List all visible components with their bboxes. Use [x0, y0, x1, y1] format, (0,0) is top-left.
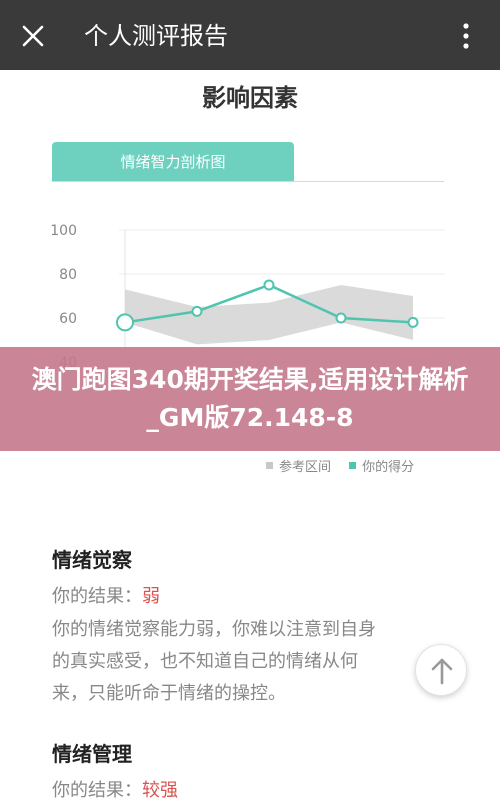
data-point: [263, 279, 275, 291]
y-tick-label: 100: [50, 223, 77, 239]
detail-emotion-management: 情绪管理 你的结果：较强: [52, 740, 472, 804]
arrow-up-icon: [431, 658, 453, 685]
result-value: 弱: [142, 586, 160, 607]
legend-swatch-reference: [266, 462, 273, 469]
result-label: 你的结果：: [52, 780, 142, 801]
reference-band: [125, 285, 413, 345]
section-title: 影响因素: [202, 84, 298, 112]
legend-label-score: 你的得分: [362, 460, 415, 475]
detail-description-line: 你的情绪觉察能力弱，你难以注意到自身: [52, 619, 376, 640]
tab-label: 情绪智力剖析图: [120, 153, 226, 171]
data-point: [116, 313, 134, 332]
more-vertical-icon: [463, 23, 469, 49]
legend-swatch-score: [349, 462, 357, 469]
banner-text: 澳门跑图340期开奖结果,适用设计解析_GM版72.148-8: [31, 365, 469, 432]
detail-description-line: 来，只能听命于情绪的操控。: [52, 683, 286, 704]
detail-result: 你的结果：弱: [52, 580, 472, 614]
legend-label-reference: 参考区间: [279, 460, 332, 475]
overlay-banner[interactable]: 澳门跑图340期开奖结果,适用设计解析_GM版72.148-8: [0, 347, 500, 451]
detail-heading: 情绪觉察: [52, 548, 132, 572]
detail-description-line: 的真实感受，也不知道自己的情绪从何: [52, 651, 358, 672]
close-icon: [22, 25, 44, 47]
scroll-to-top-button[interactable]: [415, 644, 467, 696]
result-value: 较强: [142, 780, 178, 801]
data-point: [407, 316, 419, 328]
result-label: 你的结果：: [52, 586, 142, 607]
y-tick-label: 80: [59, 267, 77, 283]
data-point: [335, 312, 347, 324]
more-options-button[interactable]: [452, 17, 480, 55]
chart-legend: 参考区间 你的得分: [266, 456, 414, 476]
y-tick-label: 60: [59, 311, 77, 327]
report-content: 影响因素 情绪智力剖析图 100806040 参考区间 你的得分 澳门跑图340…: [0, 70, 500, 804]
tab-emotional-intelligence-chart[interactable]: 情绪智力剖析图: [52, 142, 294, 182]
tab-divider: [52, 181, 444, 182]
data-point: [191, 305, 203, 317]
detail-heading: 情绪管理: [52, 742, 132, 766]
detail-result: 你的结果：较强: [52, 774, 472, 804]
detail-emotion-awareness: 情绪觉察 你的结果：弱 你的情绪觉察能力弱，你难以注意到自身 的真实感受，也不知…: [52, 546, 472, 710]
top-bar: 个人测评报告: [0, 0, 500, 70]
page-title: 个人测评报告: [84, 22, 228, 50]
close-button[interactable]: [14, 17, 52, 55]
